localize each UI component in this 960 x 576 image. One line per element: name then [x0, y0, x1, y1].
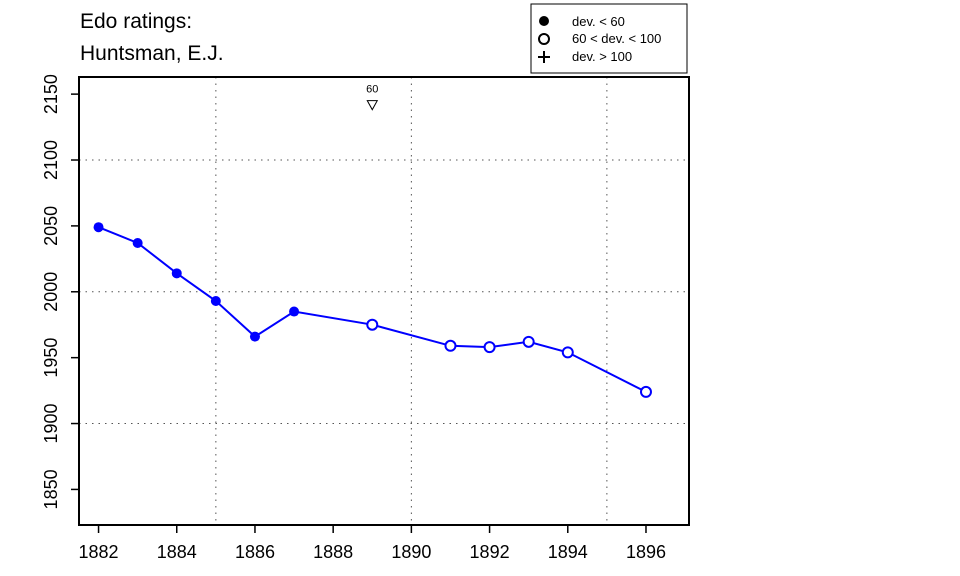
annotation-layer: 60 [366, 84, 379, 111]
x-tick-label-5: 1892 [470, 542, 510, 562]
legend-box [530, 3, 688, 74]
legend-open-circle-icon [538, 33, 550, 45]
y-tick-label-1: 1900 [41, 404, 61, 444]
x-tick-label-3: 1888 [313, 542, 353, 562]
data-point-1893 [522, 335, 535, 348]
data-point-1883 [132, 238, 143, 249]
grid-layer [79, 77, 689, 525]
data-point-1892 [483, 341, 496, 354]
data-point-1884 [171, 268, 182, 279]
series-layer [93, 222, 652, 398]
plot-frame [78, 76, 690, 526]
legend-label-3: dev. > 100 [572, 49, 632, 64]
x-tick-label-0: 1882 [79, 542, 119, 562]
legend-label-1: dev. < 60 [572, 14, 625, 29]
chart-title-line-2: Huntsman, E.J. [80, 42, 224, 65]
data-point-1882 [93, 222, 104, 233]
annotation-triangle-icon-0 [366, 100, 379, 111]
y-tick-label-2: 1950 [41, 338, 61, 378]
data-point-1894 [561, 346, 574, 359]
annotation-label-0: 60 [366, 84, 378, 96]
axis-layer: 1882 1884 1886 1888 1890 1892 1894 1896 1850 1900… [41, 74, 666, 562]
data-point-1896 [639, 385, 652, 398]
x-tick-label-7: 1896 [626, 542, 666, 562]
y-tick-label-0: 1850 [41, 469, 61, 509]
data-point-1885 [210, 296, 221, 306]
chart-title-line-1: Edo ratings: [80, 10, 192, 33]
x-tick-label-2: 1886 [235, 542, 275, 562]
x-tick-label-1: 1884 [157, 542, 197, 562]
legend-label-2: 60 < dev. < 100 [572, 31, 661, 46]
data-point-1886 [249, 331, 260, 342]
legend-plus-icon [538, 51, 550, 63]
data-point-1889 [366, 318, 379, 331]
legend-filled-circle-icon [539, 16, 549, 26]
x-tick-label-4: 1890 [391, 542, 431, 562]
y-tick-label-4: 2050 [41, 206, 61, 246]
y-tick-label-3: 2000 [41, 272, 61, 312]
data-point-1891 [444, 339, 457, 352]
y-tick-label-6: 2150 [41, 74, 61, 114]
series-line-0 [98, 226, 647, 393]
legend: dev. < 60 60 < dev. < 100 dev. > 100 [530, 3, 688, 74]
x-tick-label-6: 1894 [548, 542, 588, 562]
data-point-1887 [289, 306, 300, 317]
y-tick-label-5: 2100 [41, 140, 61, 180]
